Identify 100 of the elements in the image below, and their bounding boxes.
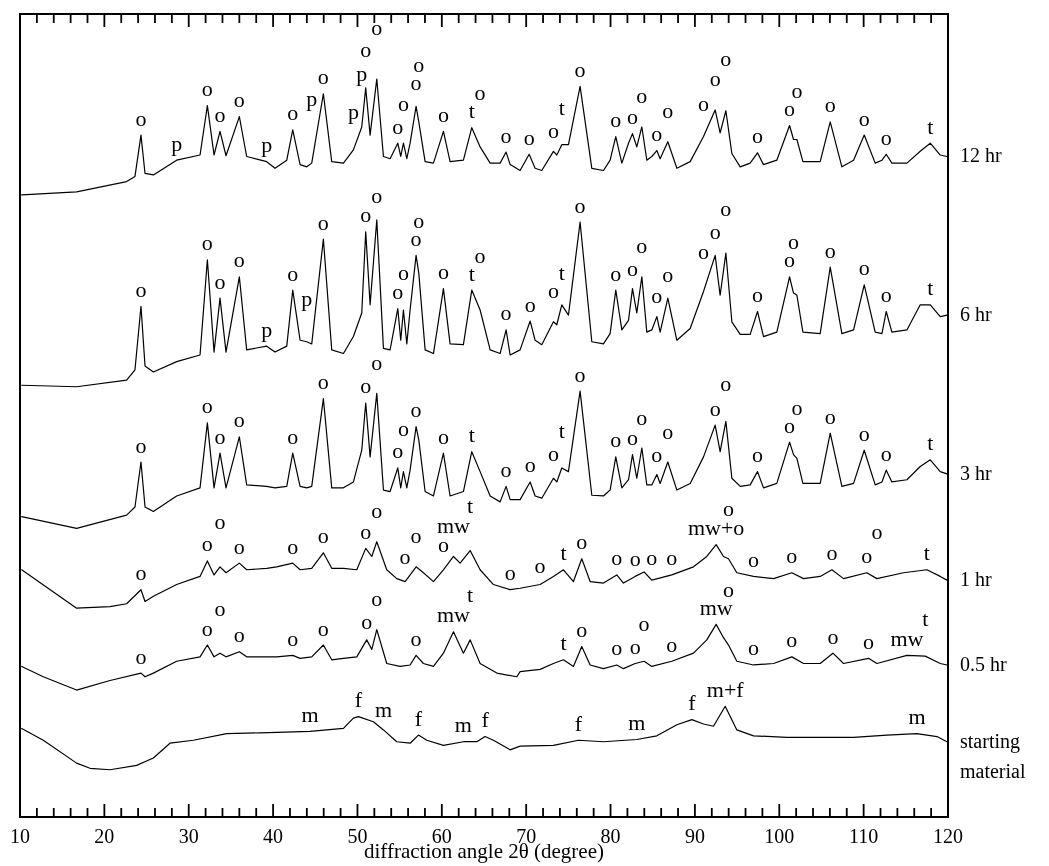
annotation: o xyxy=(214,101,226,127)
annotation: f xyxy=(688,690,697,716)
annotation: o xyxy=(636,83,648,109)
annotation: t xyxy=(558,94,565,120)
annotation: o xyxy=(474,80,486,106)
annotation: p xyxy=(261,316,273,342)
annotation: o xyxy=(871,519,883,545)
annotation: t xyxy=(560,540,567,566)
annotation: o xyxy=(752,123,764,149)
annotation: o xyxy=(824,237,836,263)
annotation: o xyxy=(317,209,329,235)
annotation: t xyxy=(922,605,929,631)
annotation: m xyxy=(454,712,472,738)
x-tick-label: 60 xyxy=(431,825,452,847)
series-label: 0.5 hr xyxy=(960,652,1007,675)
annotation: p xyxy=(306,85,318,111)
annotation: p xyxy=(347,99,359,125)
annotation: o xyxy=(752,442,764,468)
annotation: o xyxy=(626,256,638,282)
annotation: t xyxy=(558,418,565,444)
annotation: t xyxy=(927,275,934,301)
annotation: o xyxy=(786,543,798,569)
annotation: o xyxy=(720,46,732,72)
annotation: m xyxy=(628,710,646,736)
annotation: o xyxy=(651,120,663,146)
annotation: o xyxy=(666,631,678,657)
annotation: o xyxy=(201,230,213,256)
annotation: f xyxy=(574,710,583,736)
annotation: o xyxy=(863,628,875,654)
annotation: t xyxy=(468,98,475,124)
annotation: m xyxy=(301,701,319,727)
annotation: mw xyxy=(890,625,924,651)
annotation: o xyxy=(233,622,245,648)
annotation: o xyxy=(574,361,586,387)
annotation: t xyxy=(927,113,934,139)
x-tick-label: 110 xyxy=(849,825,879,847)
series-label: 12 hr xyxy=(960,144,1002,167)
annotation: o xyxy=(651,282,663,308)
annotation: o xyxy=(317,523,329,549)
x-tick-label: 50 xyxy=(347,825,368,847)
annotation: o xyxy=(524,452,536,478)
annotation: o xyxy=(646,545,658,571)
annotation: o xyxy=(636,233,648,259)
annotation: o xyxy=(827,623,839,649)
annotation: o xyxy=(371,349,383,375)
annotation: o xyxy=(662,98,674,124)
annotation: o xyxy=(437,259,449,285)
annotation: o xyxy=(662,261,674,287)
annotation: o xyxy=(709,395,721,421)
annotation: o xyxy=(576,529,588,555)
annotation: f xyxy=(354,687,363,713)
annotation: t xyxy=(560,630,567,656)
annotation: t xyxy=(927,430,934,456)
annotation: t xyxy=(468,260,475,286)
annotation: o xyxy=(748,546,760,572)
annotation: o xyxy=(547,441,559,467)
annotation: o xyxy=(858,255,870,281)
annotation: o xyxy=(720,195,732,221)
annotation: o xyxy=(523,124,535,150)
annotation: o xyxy=(826,540,838,566)
annotation: o xyxy=(360,518,372,544)
x-tick-label: 120 xyxy=(933,825,963,847)
x-tick-label: 30 xyxy=(178,825,199,847)
annotation: o xyxy=(636,404,648,430)
annotation: o xyxy=(500,456,512,482)
x-tick-label: 40 xyxy=(263,825,284,847)
annotation: o xyxy=(135,432,147,458)
annotation: o xyxy=(504,560,516,586)
annotation: o xyxy=(791,77,803,103)
annotation: o xyxy=(651,442,663,468)
annotation: o xyxy=(214,509,226,535)
annotation: o xyxy=(576,617,588,643)
annotation: o xyxy=(360,373,372,399)
annotation: o xyxy=(135,105,147,131)
annotation: o xyxy=(824,403,836,429)
annotation: o xyxy=(861,543,873,569)
annotation: o xyxy=(317,369,329,395)
annotation: o xyxy=(317,64,329,90)
annotation: o xyxy=(410,397,422,423)
annotation: m xyxy=(374,696,392,722)
annotation: o xyxy=(748,635,760,661)
x-tick-label: 20 xyxy=(94,825,115,847)
annotation: o xyxy=(287,533,299,559)
annotation: o xyxy=(371,498,383,524)
annotation: o xyxy=(214,423,226,449)
annotation: o xyxy=(534,552,546,578)
annotation: o xyxy=(135,560,147,586)
annotation: o xyxy=(233,87,245,113)
annotation: o xyxy=(752,281,764,307)
annotation: o xyxy=(880,124,892,150)
annotation: o xyxy=(135,276,147,302)
annotation: o xyxy=(287,625,299,651)
annotation: o xyxy=(317,615,329,641)
x-tick-label: 90 xyxy=(684,825,705,847)
annotation: o xyxy=(361,609,373,635)
annotation: o xyxy=(698,238,710,264)
annotation: o xyxy=(287,423,299,449)
annotation: o xyxy=(880,281,892,307)
annotation: o xyxy=(474,242,486,268)
annotation: t xyxy=(923,540,930,566)
